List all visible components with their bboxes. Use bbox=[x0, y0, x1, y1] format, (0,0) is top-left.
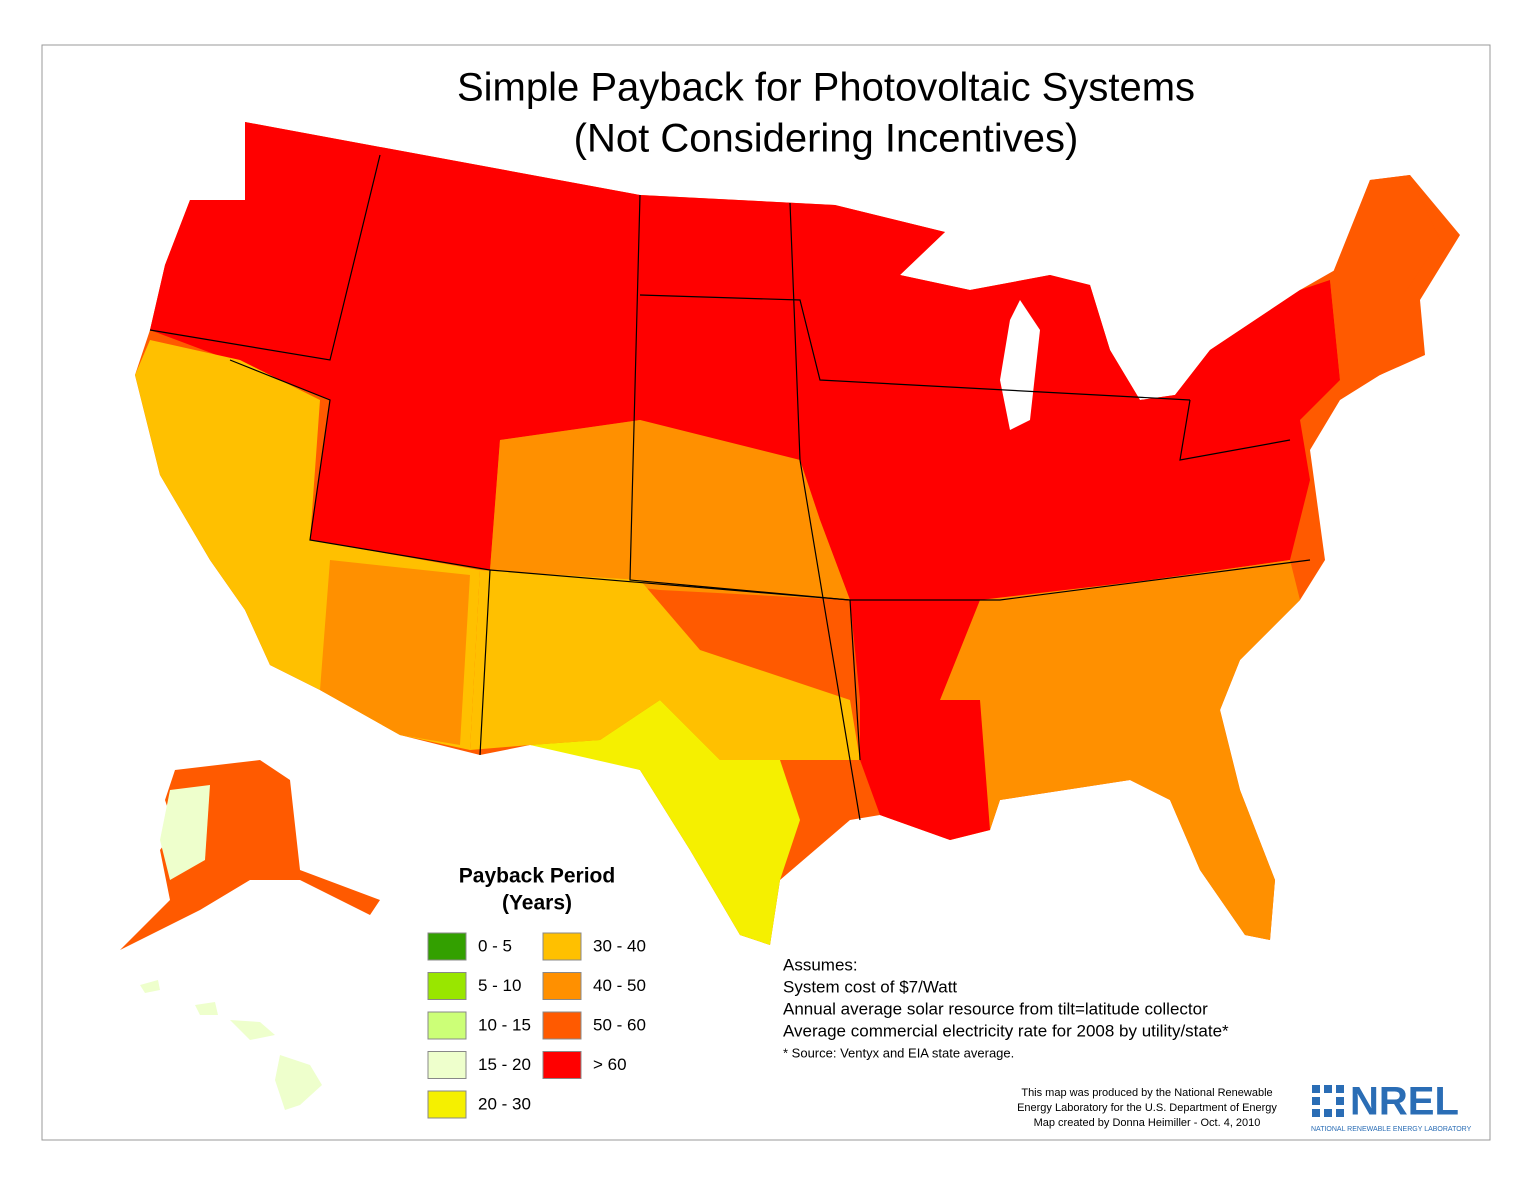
hawaii-big-island bbox=[275, 1055, 322, 1110]
hawaii-islands bbox=[195, 1002, 218, 1015]
credit: This map was produced by the National Re… bbox=[1021, 1087, 1272, 1099]
legend-swatch bbox=[542, 972, 582, 1000]
legend-title: Payback Period bbox=[459, 865, 615, 888]
legend: 0 - 5 5 - 10 10 - 15 15 - 20 20 - 30 30 - 40 4… bbox=[427, 932, 646, 1119]
region-north bbox=[150, 122, 1340, 700]
state-lines bbox=[789, 202, 861, 821]
credit: Energy Laboratory for the U.S. Departmen… bbox=[1017, 1102, 1277, 1114]
notes-heading: Assumes: bbox=[783, 955, 858, 974]
region-new-mexico bbox=[470, 570, 860, 760]
state-lines bbox=[229, 359, 491, 756]
note: Average commercial electricity rate for … bbox=[783, 1021, 1229, 1040]
legend-label: 15 - 20 bbox=[478, 1055, 531, 1074]
credit: Map created by Donna Heimiller - Oct. 4,… bbox=[1034, 1117, 1261, 1129]
legend-swatch bbox=[542, 1051, 582, 1079]
alaska-west bbox=[160, 785, 210, 880]
state-lines bbox=[629, 194, 861, 761]
legend-swatch bbox=[542, 932, 582, 961]
region-southeast bbox=[930, 560, 1300, 940]
state-lines bbox=[149, 154, 381, 361]
legend-label: 5 - 10 bbox=[478, 976, 521, 995]
legend-label: 20 - 30 bbox=[478, 1094, 531, 1113]
title: Simple Payback for Photovoltaic Systems bbox=[457, 66, 1195, 110]
region-arizona bbox=[320, 560, 470, 745]
logo-name: NREL bbox=[1350, 1080, 1459, 1124]
region-louisiana bbox=[860, 700, 990, 840]
hawaii-islands bbox=[140, 980, 160, 993]
legend-label: 40 - 50 bbox=[593, 976, 646, 995]
legend-label: 50 - 60 bbox=[593, 1015, 646, 1034]
legend-swatch bbox=[427, 1090, 467, 1119]
legend-swatch bbox=[427, 1051, 467, 1079]
note: System cost of $7/Watt bbox=[783, 977, 957, 996]
legend-label: 0 - 5 bbox=[478, 936, 512, 955]
legend-swatch bbox=[427, 1011, 467, 1040]
state-lines bbox=[489, 559, 1311, 601]
legend-swatch bbox=[427, 972, 467, 1000]
legend-label: > 60 bbox=[593, 1055, 627, 1074]
region-texas bbox=[530, 700, 800, 945]
legend-label: 10 - 15 bbox=[478, 1015, 531, 1034]
note: Annual average solar resource from tilt=… bbox=[783, 999, 1208, 1018]
legend-label: 30 - 40 bbox=[593, 936, 646, 955]
legend-swatch bbox=[542, 1011, 582, 1040]
hawaii-islands bbox=[230, 1020, 275, 1040]
map bbox=[120, 122, 1460, 1110]
lake-michigan bbox=[1000, 300, 1040, 430]
logo-tagline: NATIONAL RENEWABLE ENERGY LABORATORY bbox=[1311, 1126, 1472, 1133]
title: (Not Considering Incentives) bbox=[574, 117, 1079, 161]
state-lines bbox=[1179, 399, 1291, 461]
legend-swatch bbox=[427, 932, 467, 961]
footnote: * Source: Ventyx and EIA state average. bbox=[783, 1045, 1014, 1060]
legend-title: (Years) bbox=[502, 892, 572, 915]
state-lines bbox=[639, 294, 1191, 401]
region-plains bbox=[490, 420, 850, 600]
logo-icon bbox=[1312, 1085, 1344, 1117]
region-new-england bbox=[1330, 175, 1440, 380]
